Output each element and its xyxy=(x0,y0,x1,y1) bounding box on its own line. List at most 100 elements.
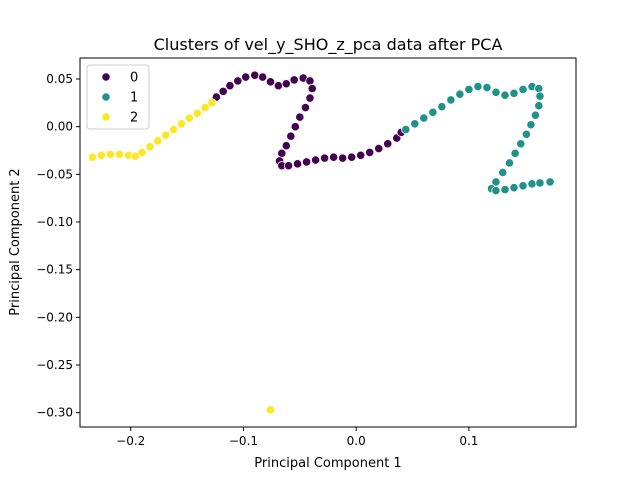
cluster-0-point xyxy=(250,70,260,80)
y-tick-label: −0.15 xyxy=(36,263,73,277)
cluster-1-point xyxy=(500,90,510,100)
cluster-1-point xyxy=(428,107,438,117)
cluster-1-point xyxy=(455,89,465,99)
cluster-0-point xyxy=(241,72,251,82)
points-layer xyxy=(87,70,555,415)
y-tick-label: −0.10 xyxy=(36,215,73,229)
cluster-2-point xyxy=(168,124,179,135)
cluster-0-point xyxy=(277,148,287,158)
cluster-1-point xyxy=(491,87,501,97)
cluster-2-point xyxy=(161,130,171,140)
cluster-2-point xyxy=(265,405,276,415)
cluster-1-point xyxy=(401,124,411,135)
cluster-0-point xyxy=(383,139,393,149)
cluster-0-point xyxy=(356,150,366,160)
cluster-1-point xyxy=(498,167,508,178)
cluster-1-point xyxy=(509,88,519,98)
cluster-0-point xyxy=(281,79,291,89)
cluster-0-point xyxy=(347,152,357,162)
x-axis-ticks: −0.2 −0.1 0.0 0.1 xyxy=(116,427,478,448)
cluster-2-point xyxy=(87,152,98,162)
y-tick-label: −0.30 xyxy=(36,406,73,420)
y-tick-label: −0.05 xyxy=(36,167,73,181)
cluster-1-point xyxy=(464,84,474,95)
cluster-0-point xyxy=(305,76,315,86)
cluster-1-point xyxy=(482,82,492,93)
cluster-2-point xyxy=(114,149,125,159)
cluster-0-point xyxy=(320,153,330,163)
cluster-1-point xyxy=(534,83,544,94)
cluster-2-point xyxy=(192,108,202,118)
cluster-2-point xyxy=(145,142,155,152)
cluster-0-point xyxy=(338,153,348,163)
legend-label-2: 2 xyxy=(130,111,138,126)
cluster-0-point xyxy=(233,76,243,86)
cluster-1-point xyxy=(545,177,555,187)
plot-area: −0.2 −0.1 0.0 0.1 0.05 0.00 −0.05 −0.10 −0.15 −0… xyxy=(36,57,577,448)
cluster-0-point xyxy=(273,81,283,91)
cluster-1-point xyxy=(473,82,483,92)
cluster-0-point xyxy=(365,147,375,157)
cluster-1-point xyxy=(419,113,429,123)
cluster-0-point xyxy=(265,77,276,87)
cluster-0-point xyxy=(281,141,291,151)
cluster-0-point xyxy=(310,155,321,165)
legend: 0 1 2 xyxy=(86,64,150,130)
cluster-1-point xyxy=(437,102,447,112)
cluster-0-point xyxy=(283,161,294,171)
x-tick-label: −0.1 xyxy=(229,434,258,448)
cluster-0-point xyxy=(301,157,312,167)
cluster-0-point xyxy=(218,86,228,96)
y-tick-label: 0.00 xyxy=(46,120,73,134)
legend-box xyxy=(86,64,150,130)
x-axis-label: Principal Component 1 xyxy=(254,456,401,471)
cluster-1-point xyxy=(534,101,544,111)
cluster-1-point xyxy=(504,158,515,168)
y-tick-label: −0.20 xyxy=(36,310,73,324)
cluster-0-point xyxy=(286,131,296,141)
cluster-1-point xyxy=(526,120,536,130)
cluster-2-point xyxy=(207,98,217,108)
cluster-1-point xyxy=(518,84,528,95)
cluster-0-point xyxy=(374,143,384,154)
cluster-0-point xyxy=(295,112,305,122)
cluster-2-point xyxy=(137,147,147,157)
cluster-1-point xyxy=(410,119,420,129)
cluster-1-point xyxy=(535,91,545,101)
x-tick-label: 0.1 xyxy=(459,434,478,448)
cluster-0-point xyxy=(307,83,317,94)
cluster-1-point xyxy=(530,110,541,120)
axes-frame xyxy=(79,57,577,428)
cluster-1-point xyxy=(521,129,532,139)
cluster-1-point xyxy=(535,178,545,188)
legend-label-1: 1 xyxy=(130,91,138,106)
cluster-1-point xyxy=(491,185,501,196)
cluster-0-point xyxy=(292,159,303,169)
x-tick-label: 0.0 xyxy=(347,434,366,448)
cluster-0-point xyxy=(225,81,235,91)
cluster-0-point xyxy=(258,72,268,82)
cluster-1-point xyxy=(516,139,526,149)
y-tick-label: −0.25 xyxy=(36,358,73,372)
cluster-0-point xyxy=(290,122,300,132)
cluster-0-point xyxy=(289,75,299,85)
cluster-1-point xyxy=(518,181,528,191)
cluster-2-point xyxy=(176,119,187,129)
cluster-1-point xyxy=(527,179,537,189)
cluster-1-point xyxy=(509,183,519,193)
legend-marker-2 xyxy=(101,112,111,122)
chart-title: Clusters of vel_y_SHO_z_pca data after P… xyxy=(154,35,503,55)
legend-label-0: 0 xyxy=(130,71,138,86)
cluster-2-point xyxy=(96,150,107,160)
y-tick-label: 0.05 xyxy=(46,72,73,86)
cluster-1-point xyxy=(510,148,520,158)
cluster-2-point xyxy=(105,149,116,159)
cluster-2-point xyxy=(153,136,163,146)
cluster-1-point xyxy=(500,184,510,195)
cluster-0-point xyxy=(305,93,315,103)
y-axis-ticks: 0.05 0.00 −0.05 −0.10 −0.15 −0.20 −0.25 −0.30 xyxy=(36,72,80,420)
x-tick-label: −0.2 xyxy=(116,434,145,448)
cluster-0-point xyxy=(329,152,339,162)
y-axis-label: Principal Component 2 xyxy=(8,168,23,315)
